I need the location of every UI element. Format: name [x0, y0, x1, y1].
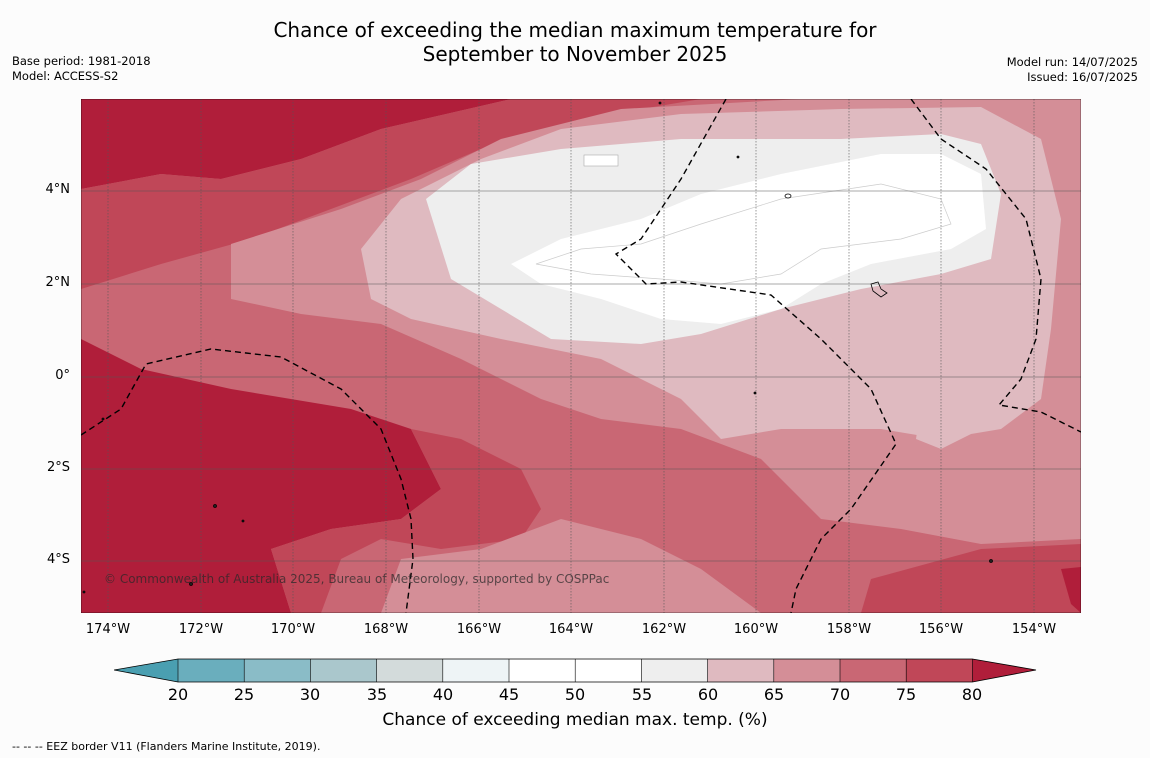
colorbar-swatch-60-65 [707, 659, 774, 682]
colorbar-swatch-40-45 [442, 659, 509, 682]
contour-75-80-north [81, 99, 701, 289]
contour-65-70-south [381, 519, 761, 613]
eez-borders [81, 99, 1081, 613]
island [189, 582, 193, 586]
map-svg [81, 99, 1081, 613]
title-line-1: Chance of exceeding the median maximum t… [273, 18, 877, 42]
copyright-notice: © Commonwealth of Australia 2025, Bureau… [104, 572, 610, 586]
map-panel [81, 99, 1081, 613]
contour-45-55-islet [583, 154, 619, 167]
lon-label: 160°W [733, 622, 779, 637]
island [101, 417, 105, 421]
issued-text: Issued: 16/07/2025 [1027, 70, 1138, 84]
island [784, 193, 792, 199]
lon-label: 166°W [456, 622, 502, 637]
contour-above-80-south [81, 339, 441, 613]
lon-label: 172°W [178, 622, 224, 637]
island [753, 391, 757, 395]
model-text: Model: ACCESS-S2 [12, 69, 119, 83]
colorbar-swatch-25-30 [244, 659, 311, 682]
colorbar-tick: 70 [829, 685, 851, 704]
colorbar-tick: 40 [432, 685, 454, 704]
lon-label: 162°W [641, 622, 687, 637]
island [658, 101, 662, 105]
island [82, 590, 86, 594]
lat-label: 0° [55, 368, 70, 383]
colorbar-tick: 25 [233, 685, 255, 704]
colorbar-label: Chance of exceeding median max. temp. (%… [382, 710, 768, 730]
colorbar-swatch-below-20 [114, 659, 178, 682]
lat-label: 4°N [45, 182, 71, 197]
inner-contour [535, 183, 952, 285]
colorbar-svg [113, 658, 1037, 683]
colorbar [113, 658, 1038, 688]
model-run-text: Model run: 14/07/2025 [1006, 55, 1138, 69]
eez-border [910, 99, 1081, 433]
eez-border [614, 99, 897, 613]
colorbar-swatch-above-80 [972, 659, 1036, 682]
lon-label: 156°W [918, 622, 964, 637]
lat-label: 2°N [45, 275, 71, 290]
contour-above-80-north [81, 99, 511, 189]
contour-45-55 [511, 154, 986, 324]
colorbar-tick: 55 [631, 685, 653, 704]
lon-label: 154°W [1011, 622, 1057, 637]
contour-60-65-island [916, 399, 971, 449]
lon-label: 170°W [270, 622, 316, 637]
meta-right: Model run: 14/07/2025 Issued: 16/07/2025 [1007, 55, 1138, 85]
eez-legend-note: -- -- -- EEZ border V11 (Flanders Marine… [12, 740, 321, 753]
colorbar-tick: 35 [366, 685, 388, 704]
eez-border [81, 348, 414, 613]
lat-label: 4°S [46, 552, 70, 567]
lon-label: 164°W [548, 622, 594, 637]
colorbar-tick: 20 [167, 685, 189, 704]
meta-left: Base period: 1981-2018 Model: ACCESS-S2 [12, 54, 151, 84]
colorbar-tick: 60 [697, 685, 719, 704]
colorbar-swatch-55-60 [641, 659, 708, 682]
island [870, 281, 888, 298]
colorbar-tick: 75 [895, 685, 917, 704]
colorbar-swatch-70-75 [840, 659, 907, 682]
colorbar-swatch-35-40 [376, 659, 443, 682]
colorbar-swatch-75-80 [906, 659, 973, 682]
contour-75-80-south [271, 429, 541, 613]
lat-label: 2°S [46, 460, 70, 475]
map-title: Chance of exceeding the median maximum t… [0, 18, 1150, 66]
island [213, 504, 217, 508]
colorbar-swatch-30-35 [310, 659, 377, 682]
colorbar-swatch-20-25 [178, 659, 245, 682]
colorbar-tick: 30 [299, 685, 321, 704]
colorbar-tick: 45 [498, 685, 520, 704]
island [736, 155, 740, 159]
colorbar-dividers [177, 659, 973, 682]
colorbar-swatch-65-70 [773, 659, 840, 682]
contour-above-80-southeast [1061, 567, 1081, 613]
lon-label: 158°W [826, 622, 872, 637]
colorbar-tick: 80 [961, 685, 983, 704]
title-line-2: September to November 2025 [422, 42, 728, 66]
lon-label: 168°W [363, 622, 409, 637]
graticule [81, 190, 1081, 562]
base-period-text: Base period: 1981-2018 [12, 54, 151, 68]
colorbar-tick: 50 [564, 685, 586, 704]
colorbar-tick: 65 [763, 685, 785, 704]
lon-label: 174°W [85, 622, 131, 637]
island [989, 559, 993, 563]
islands [82, 101, 993, 594]
island [241, 519, 245, 523]
